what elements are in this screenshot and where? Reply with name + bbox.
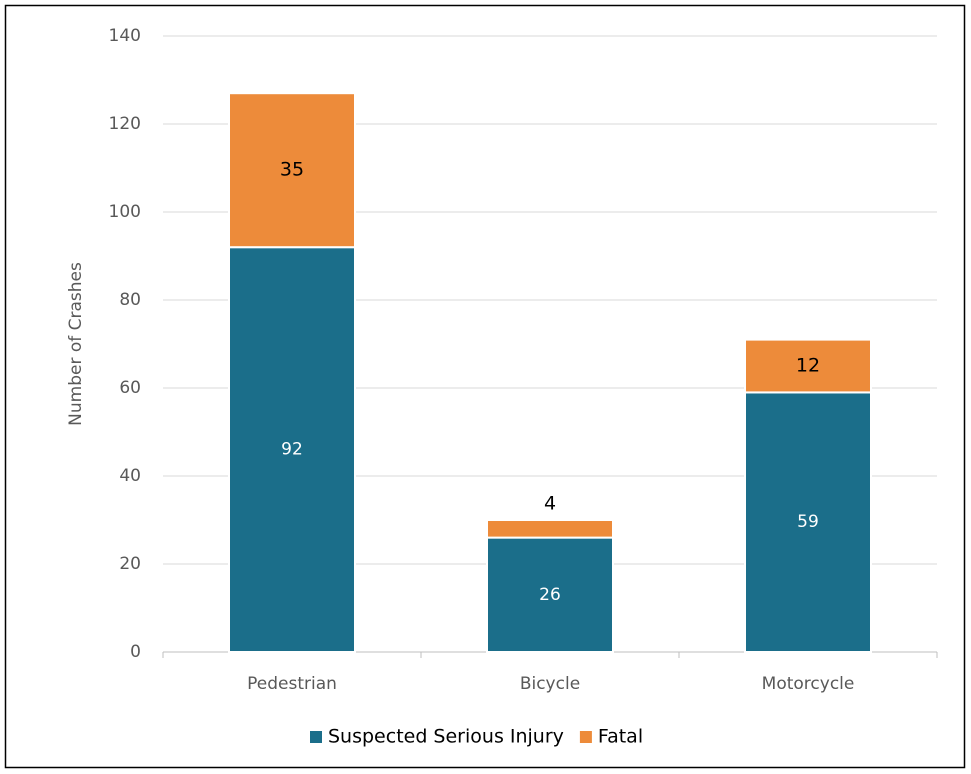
y-axis-label: Number of Crashes [66,262,86,426]
bar-segment [486,519,614,539]
y-tick-label: 40 [119,466,141,486]
data-label: 59 [797,512,819,532]
y-tick-label: 60 [119,378,141,398]
bar-segment [744,391,872,653]
x-tick-label: Motorcycle [762,674,855,694]
data-label: 12 [796,355,820,377]
y-tick-label: 0 [130,642,141,662]
x-tick-label: Pedestrian [247,674,337,694]
legend-swatch [310,731,322,743]
y-tick-label: 140 [109,26,141,46]
y-tick-label: 20 [119,554,141,574]
y-tick-label: 100 [109,202,141,222]
bar-segment [228,92,356,249]
data-label: 92 [281,440,303,460]
bar-segment [228,246,356,653]
legend-swatch [579,731,592,743]
data-label: 4 [544,493,556,515]
data-label: 26 [539,585,561,605]
y-tick-label: 80 [119,290,141,310]
y-tick-label: 120 [109,114,141,134]
legend-label: Fatal [598,726,643,748]
legend-label: Suspected Serious Injury [328,726,564,748]
bar-segment [744,338,872,394]
data-label: 35 [280,159,304,181]
x-tick-label: Bicycle [520,674,580,694]
